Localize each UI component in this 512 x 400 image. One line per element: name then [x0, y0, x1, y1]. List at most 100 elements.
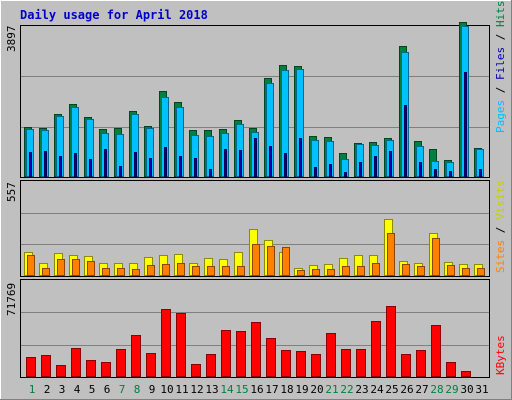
day-label: 14: [220, 383, 234, 396]
day-label: 4: [74, 383, 81, 396]
bar-pages-day-22: [344, 172, 347, 177]
bar-pages-day-31: [479, 169, 482, 177]
day-label: 1: [29, 383, 36, 396]
bar-sites-day-29: [447, 265, 455, 276]
day-label: 29: [445, 383, 458, 396]
bar-kbytes-day-10: [161, 309, 171, 377]
bar-kbytes-day-19: [296, 351, 306, 377]
day-label: 8: [134, 383, 141, 396]
bar-pages-day-28: [434, 169, 437, 177]
bar-sites-day-28: [432, 238, 440, 276]
legend-sep: /: [494, 27, 507, 47]
bar-sites-day-26: [402, 264, 410, 276]
day-label: 30: [460, 383, 473, 396]
day-label: 19: [295, 383, 308, 396]
bar-sites-day-10: [162, 264, 170, 276]
bar-kbytes-day-9: [146, 353, 156, 377]
legend-sep: /: [494, 80, 507, 100]
bar-sites-day-30: [462, 268, 470, 276]
bar-kbytes-day-20: [311, 354, 321, 377]
bar-sites-day-2: [42, 268, 50, 276]
chart-title: Daily usage for April 2018: [20, 8, 208, 22]
bar-pages-day-21: [329, 164, 332, 177]
bar-kbytes-day-1: [26, 357, 36, 377]
day-label: 26: [400, 383, 413, 396]
bar-pages-day-15: [239, 150, 242, 177]
bar-pages-day-18: [284, 153, 287, 177]
bar-pages-day-17: [269, 146, 272, 177]
bar-kbytes-day-13: [206, 354, 216, 377]
bar-sites-day-20: [312, 269, 320, 276]
bar-pages-day-30: [464, 72, 467, 177]
day-label: 28: [430, 383, 443, 396]
bar-sites-day-4: [72, 259, 80, 276]
bar-kbytes-day-8: [131, 335, 141, 377]
day-label: 3: [59, 383, 66, 396]
bar-sites-day-13: [207, 266, 215, 276]
day-label: 16: [250, 383, 263, 396]
bar-sites-day-27: [417, 266, 425, 276]
bar-pages-day-10: [164, 147, 167, 177]
chart-bars: [21, 22, 489, 377]
legend-kbytes: KBytes: [494, 335, 507, 375]
bar-pages-day-5: [89, 159, 92, 177]
day-label: 7: [119, 383, 126, 396]
legend-visits-sites: Sites / Visits: [494, 180, 507, 273]
day-label: 25: [385, 383, 398, 396]
day-label: 13: [205, 383, 218, 396]
bar-kbytes-day-17: [266, 338, 276, 377]
bar-sites-day-7: [117, 268, 125, 276]
bar-kbytes-day-7: [116, 349, 126, 377]
day-label: 18: [280, 383, 293, 396]
bar-pages-day-2: [44, 151, 47, 177]
bar-sites-day-31: [477, 268, 485, 276]
day-label: 2: [44, 383, 51, 396]
day-label: 23: [355, 383, 368, 396]
bar-pages-day-16: [254, 138, 257, 177]
day-label: 11: [175, 383, 188, 396]
legend-visits: Visits: [494, 180, 507, 220]
bar-sites-day-3: [57, 259, 65, 276]
bar-kbytes-day-24: [371, 321, 381, 377]
bar-pages-day-1: [29, 152, 32, 177]
bar-kbytes-day-23: [356, 349, 366, 377]
bar-kbytes-day-27: [416, 350, 426, 377]
bar-sites-day-19: [297, 270, 305, 276]
day-label: 6: [104, 383, 111, 396]
bar-kbytes-day-28: [431, 325, 441, 377]
bar-pages-day-20: [314, 167, 317, 177]
bar-kbytes-day-18: [281, 350, 291, 377]
day-label: 22: [340, 383, 353, 396]
bar-pages-day-29: [449, 171, 452, 177]
bar-kbytes-day-25: [386, 306, 396, 377]
bar-sites-day-5: [87, 261, 95, 276]
panel-2-max-label: 557: [5, 182, 18, 202]
day-label: 24: [370, 383, 384, 396]
bar-sites-day-12: [192, 266, 200, 276]
bar-pages-day-26: [404, 105, 407, 177]
bar-pages-day-11: [179, 156, 182, 177]
bar-kbytes-day-3: [56, 365, 66, 377]
legend-hits-files-pages: Pages / Files / Hits: [494, 1, 507, 134]
panel-3-max-label: 71769: [5, 283, 18, 316]
bar-pages-day-19: [299, 138, 302, 177]
bar-kbytes-day-15: [236, 331, 246, 377]
bar-pages-day-8: [134, 152, 137, 177]
bar-kbytes-day-6: [101, 362, 111, 377]
bar-kbytes-day-26: [401, 354, 411, 377]
bar-kbytes-day-22: [341, 349, 351, 377]
day-labels: 1 2 3 4 5 6 7 8 9 10 11 12 13 14 15 16 17 18 19 20 21 22 23 24 2…: [29, 383, 489, 396]
day-label: 15: [235, 383, 248, 396]
bar-kbytes-day-30: [461, 371, 471, 377]
day-label: 17: [265, 383, 278, 396]
bar-pages-day-7: [119, 166, 122, 177]
bar-sites-day-9: [147, 265, 155, 276]
bar-kbytes-day-29: [446, 362, 456, 377]
bar-kbytes-day-4: [71, 348, 81, 377]
bar-kbytes-day-12: [191, 364, 201, 377]
bar-sites-day-25: [387, 233, 395, 276]
bar-kbytes-day-5: [86, 360, 96, 377]
bar-sites-day-15: [237, 266, 245, 276]
day-label: 21: [325, 383, 338, 396]
